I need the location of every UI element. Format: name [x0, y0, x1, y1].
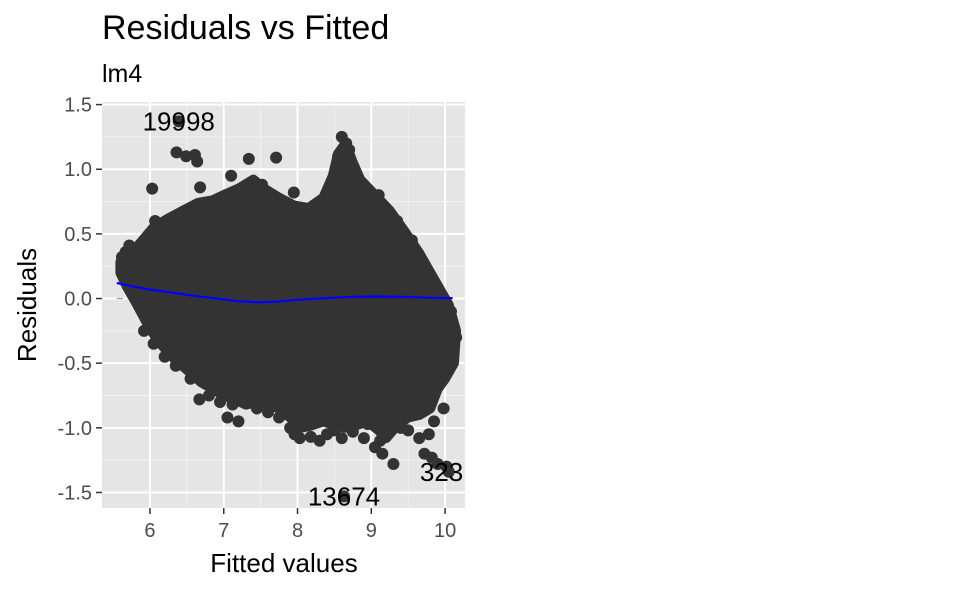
data-point: [270, 151, 283, 164]
data-point: [287, 186, 300, 199]
data-point: [129, 266, 142, 279]
data-point: [387, 458, 400, 471]
data-point: [346, 425, 359, 438]
point-labels: 19998 13674 3231: [143, 106, 478, 511]
data-point: [444, 305, 457, 318]
data-point: [232, 415, 245, 428]
data-point: [420, 266, 433, 279]
data-point: [250, 402, 263, 415]
data-point: [368, 441, 381, 454]
data-point: [322, 199, 335, 212]
data-point: [193, 393, 206, 406]
x-tick-label: 9: [366, 520, 377, 542]
data-point: [343, 143, 356, 156]
highlighted-data-point: [338, 490, 350, 503]
data-point: [160, 221, 173, 234]
data-point: [357, 432, 370, 445]
data-point: [147, 337, 160, 350]
data-point: [140, 269, 153, 282]
data-point: [284, 421, 297, 434]
data-point: [138, 324, 151, 337]
data-point: [262, 406, 275, 419]
data-point: [242, 152, 255, 165]
point-cloud: [115, 138, 462, 444]
highlighted-data-point: [172, 115, 185, 128]
y-tick-label: 0.0: [64, 289, 92, 311]
data-point: [191, 155, 204, 168]
y-tick-label: -0.5: [58, 353, 92, 375]
y-axis-title: Residuals: [12, 248, 42, 362]
smooth-curve: [116, 281, 453, 304]
x-tick-label: 8: [292, 520, 303, 542]
data-point: [383, 402, 396, 415]
data-point: [202, 389, 215, 402]
data-point: [123, 239, 136, 252]
data-point: [361, 417, 374, 430]
y-tick-label: -1.0: [58, 418, 92, 440]
point-label: 3231: [420, 457, 478, 487]
data-point: [170, 146, 183, 159]
y-tick-label: 0.5: [64, 224, 92, 246]
y-axis: -1.5 -1.0 -0.5 0.0 0.5 1.0 1.5: [58, 95, 102, 504]
x-tick-label: 10: [434, 520, 456, 542]
y-tick-label: 1.5: [64, 95, 92, 117]
data-point: [225, 169, 238, 182]
data-point: [149, 214, 162, 227]
point-label: 13674: [308, 481, 380, 511]
data-point: [350, 169, 363, 182]
data-point: [194, 181, 207, 194]
data-point: [297, 408, 310, 421]
y-tick-label: 1.0: [64, 159, 92, 181]
data-point: [363, 186, 376, 199]
x-axis: 6 7 8 9 10: [144, 508, 456, 542]
data-point: [428, 415, 441, 428]
x-tick-label: 6: [144, 520, 155, 542]
x-axis-title: Fitted values: [210, 548, 357, 578]
data-point: [398, 408, 411, 421]
data-point: [273, 411, 286, 424]
data-point: [158, 350, 171, 363]
data-point: [180, 150, 193, 163]
data-point: [391, 214, 404, 227]
data-point: [431, 286, 444, 299]
data-point: [184, 372, 197, 385]
data-point: [442, 363, 455, 376]
data-point: [332, 150, 345, 163]
y-tick-label: -1.5: [58, 482, 92, 504]
data-point: [450, 331, 463, 344]
data-point: [394, 421, 407, 434]
data-point: [214, 395, 227, 408]
x-tick-label: 7: [218, 520, 229, 542]
data-point: [210, 195, 223, 208]
data-point: [372, 189, 385, 202]
dense-point-region: [115, 138, 462, 444]
data-point: [437, 402, 450, 415]
data-point: [433, 376, 446, 389]
chart-title: Residuals vs Fitted: [102, 9, 389, 47]
data-points: [115, 115, 463, 503]
data-point: [422, 428, 435, 441]
data-point: [226, 398, 239, 411]
highlighted-data-point: [442, 465, 455, 478]
data-point: [146, 182, 159, 195]
data-point: [413, 432, 426, 445]
smooth-line: [116, 281, 453, 304]
data-point: [169, 359, 182, 372]
chart-subtitle: lm4: [102, 60, 142, 88]
data-point: [304, 430, 317, 443]
data-point: [405, 234, 418, 247]
data-point: [335, 432, 348, 445]
data-point: [221, 411, 234, 424]
data-point: [256, 178, 269, 191]
point-label: 19998: [143, 106, 215, 136]
